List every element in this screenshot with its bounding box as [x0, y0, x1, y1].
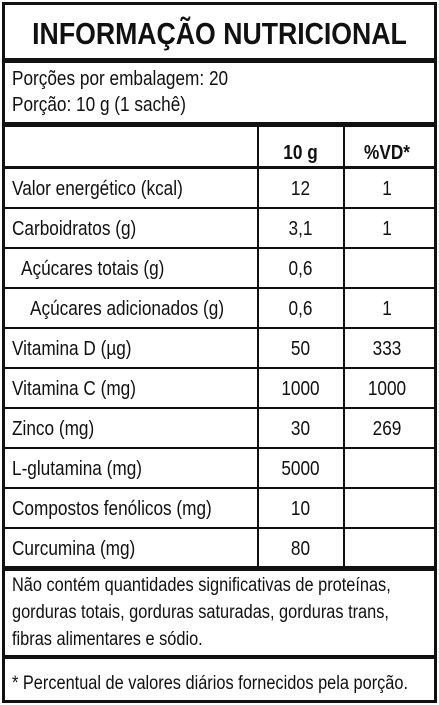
row-label: Compostos fenólicos (mg) — [12, 498, 212, 520]
row-label: Zinco (mg) — [12, 418, 95, 440]
row-rule — [5, 447, 434, 449]
row-label: Açúcares totais (g) — [21, 258, 165, 280]
serving-size: Porção: 10 g (1 sachê) — [12, 94, 187, 116]
daily-value: 1 — [382, 298, 392, 320]
column-header: 10 g — [283, 142, 318, 164]
rule — [5, 122, 434, 127]
row-rule — [5, 247, 434, 249]
footnote: * Percentual de valores diários fornecid… — [12, 673, 409, 694]
servings: Porções por embalagem: 20 — [12, 68, 229, 90]
row-rule — [5, 527, 434, 529]
amount: 12 — [290, 178, 311, 200]
row-label: L-glutamina (mg) — [12, 458, 143, 480]
column-header: %VD* — [364, 142, 410, 164]
row-rule — [5, 287, 434, 289]
row-rule — [5, 327, 434, 329]
row-label: Valor energético (kcal) — [12, 178, 183, 200]
daily-value: 269 — [372, 418, 402, 440]
amount: 0,6 — [288, 298, 313, 320]
row-label: Vitamina C (mg) — [12, 378, 136, 400]
amount: 10 — [290, 498, 311, 520]
amount: 5000 — [281, 458, 320, 480]
title: INFORMAÇÃO NUTRICIONAL — [32, 16, 407, 51]
rule — [5, 166, 434, 169]
row-label: Curcumina (mg) — [12, 538, 136, 560]
note-line: gorduras totais, gorduras saturadas, gor… — [12, 602, 389, 623]
daily-value: 1 — [382, 178, 392, 200]
rule — [5, 655, 434, 659]
amount: 3,1 — [288, 218, 313, 240]
row-label: Carboidratos (g) — [12, 218, 137, 240]
note-line: Não contém quantidades significativas de… — [12, 575, 391, 596]
daily-value: 1000 — [367, 378, 407, 400]
daily-value: 333 — [372, 338, 402, 360]
row-rule — [5, 407, 434, 409]
amount: 0,6 — [288, 258, 313, 280]
amount: 1000 — [281, 378, 320, 400]
amount: 80 — [290, 538, 311, 560]
row-rule — [5, 487, 434, 489]
amount: 30 — [290, 418, 311, 440]
rule — [5, 566, 434, 571]
column-rule — [343, 127, 345, 568]
daily-value: 1 — [382, 218, 392, 240]
row-rule — [5, 207, 434, 209]
amount: 50 — [290, 338, 311, 360]
column-rule — [257, 127, 259, 568]
row-label: Vitamina D (µg) — [12, 338, 132, 360]
row-rule — [5, 367, 434, 369]
row-label: Açúcares adicionados (g) — [30, 298, 225, 320]
note-line: fibras alimentares e sódio. — [12, 629, 203, 650]
rule — [5, 58, 434, 63]
